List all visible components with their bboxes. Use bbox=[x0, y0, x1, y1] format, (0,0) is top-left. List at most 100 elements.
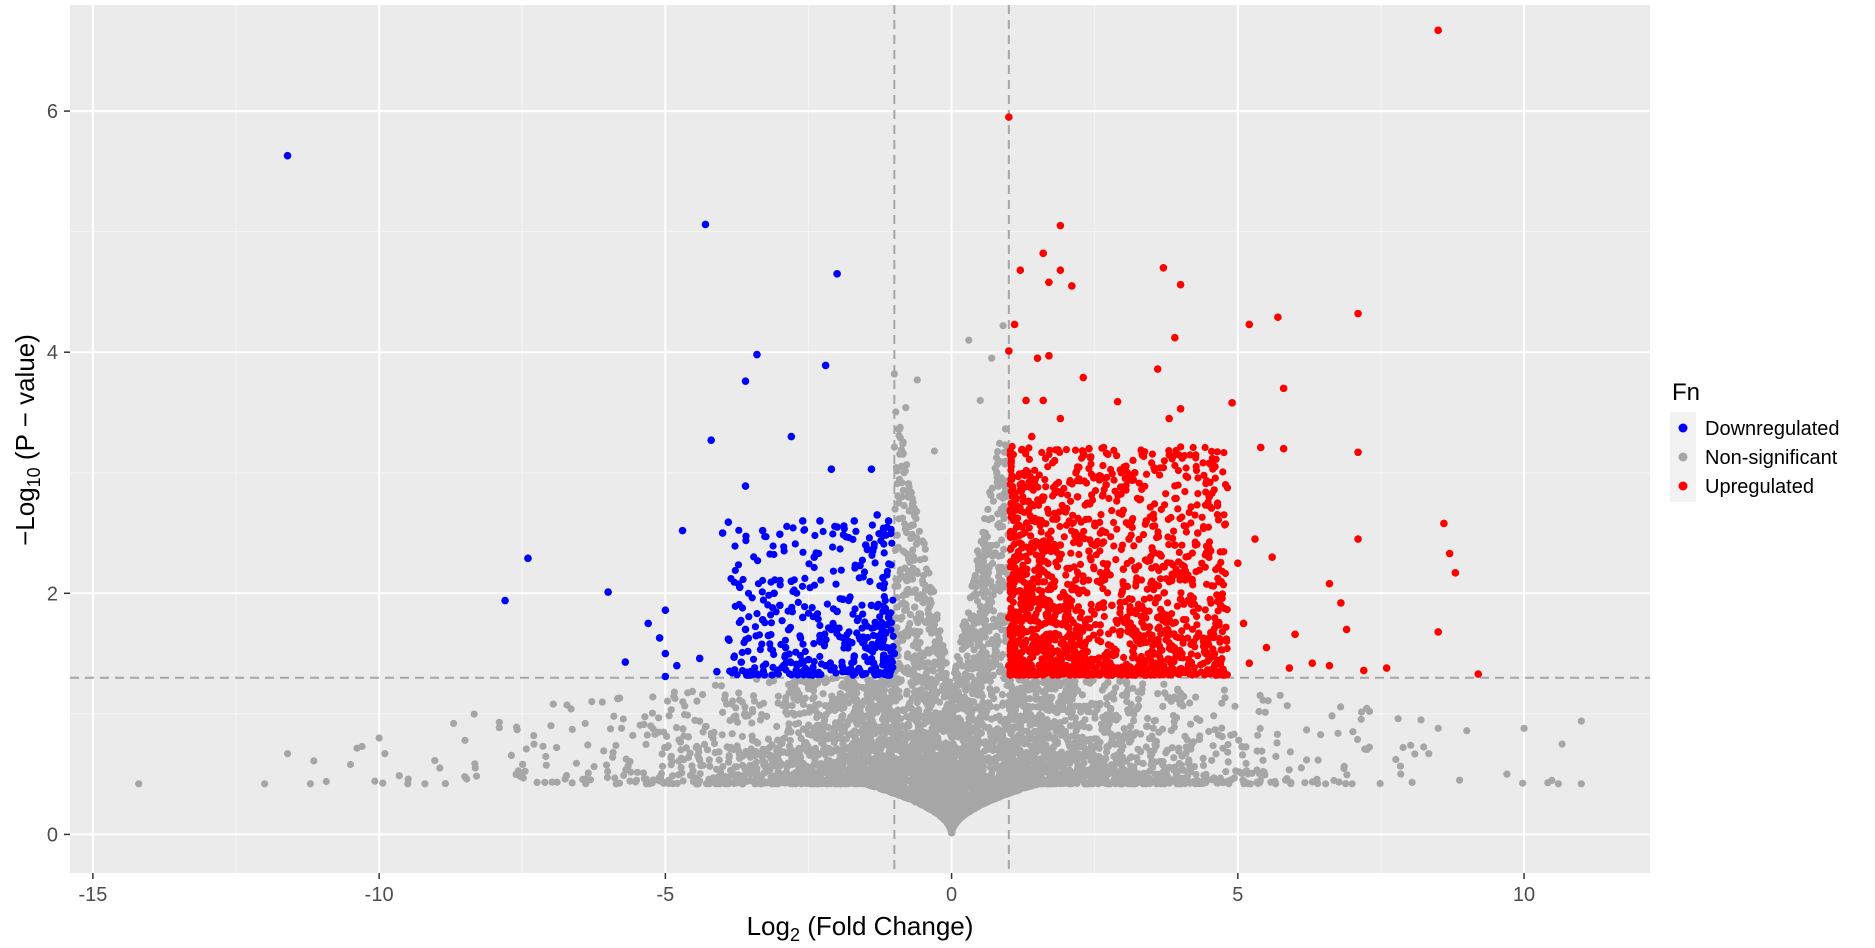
non-significant-point bbox=[947, 732, 955, 740]
non-significant-point bbox=[955, 660, 964, 669]
non-significant-point bbox=[1227, 731, 1235, 739]
non-significant-point bbox=[1065, 749, 1073, 758]
non-significant-point bbox=[921, 594, 929, 603]
non-significant-point bbox=[1287, 779, 1295, 787]
non-significant-point bbox=[701, 723, 710, 731]
non-significant-point bbox=[994, 725, 1002, 733]
non-significant-point bbox=[705, 756, 713, 764]
non-significant-point bbox=[1089, 676, 1097, 684]
non-significant-point bbox=[680, 756, 688, 764]
non-significant-point bbox=[930, 587, 938, 596]
non-significant-point bbox=[1456, 776, 1464, 784]
non-significant-point bbox=[1167, 727, 1175, 735]
non-significant-point bbox=[619, 715, 627, 723]
non-significant-point bbox=[512, 770, 520, 779]
non-significant-point bbox=[906, 522, 914, 531]
non-significant-point bbox=[1032, 695, 1040, 703]
non-significant-point bbox=[541, 778, 549, 787]
non-significant-point bbox=[783, 710, 791, 718]
non-significant-point bbox=[836, 690, 844, 698]
non-significant-point bbox=[890, 443, 899, 451]
non-significant-point bbox=[738, 732, 747, 741]
non-significant-point bbox=[986, 677, 994, 685]
non-significant-point bbox=[983, 572, 991, 580]
non-significant-point bbox=[725, 780, 733, 788]
non-significant-point bbox=[951, 665, 960, 674]
data-points bbox=[135, 26, 1585, 837]
non-significant-point bbox=[975, 772, 984, 780]
non-significant-point bbox=[1195, 735, 1203, 744]
non-significant-point bbox=[990, 615, 998, 623]
non-significant-point bbox=[705, 779, 713, 788]
non-significant-point bbox=[609, 753, 617, 761]
non-significant-point bbox=[1238, 751, 1247, 759]
non-significant-point bbox=[894, 730, 902, 738]
non-significant-point bbox=[906, 558, 914, 566]
non-significant-point bbox=[1109, 733, 1117, 741]
non-significant-point bbox=[894, 706, 902, 714]
non-significant-point bbox=[667, 706, 675, 714]
non-significant-point bbox=[961, 684, 969, 692]
non-significant-point bbox=[572, 759, 581, 767]
non-significant-point bbox=[1244, 770, 1252, 778]
non-significant-point bbox=[707, 732, 716, 740]
non-significant-point bbox=[825, 734, 833, 743]
non-significant-point bbox=[1000, 749, 1008, 757]
non-significant-point bbox=[641, 713, 649, 721]
non-significant-point bbox=[658, 750, 666, 758]
non-significant-point bbox=[686, 771, 695, 780]
non-significant-point bbox=[899, 547, 907, 555]
non-significant-point bbox=[989, 745, 997, 753]
non-significant-point bbox=[663, 697, 672, 705]
non-significant-point bbox=[963, 720, 972, 728]
non-significant-point bbox=[660, 728, 668, 736]
non-significant-point bbox=[688, 687, 697, 696]
non-significant-point bbox=[542, 752, 550, 761]
non-significant-point bbox=[807, 731, 815, 739]
non-significant-point bbox=[794, 719, 803, 727]
non-significant-point bbox=[979, 698, 987, 707]
non-significant-point bbox=[905, 749, 913, 757]
non-significant-point bbox=[893, 467, 901, 475]
non-significant-point bbox=[766, 765, 774, 773]
non-significant-point bbox=[1099, 713, 1107, 721]
non-significant-point bbox=[776, 779, 784, 787]
non-significant-point bbox=[548, 778, 556, 786]
non-significant-point bbox=[1026, 772, 1034, 780]
non-significant-point bbox=[969, 698, 978, 706]
non-significant-point bbox=[1116, 740, 1124, 748]
non-significant-point bbox=[1122, 777, 1130, 785]
non-significant-point bbox=[795, 729, 803, 737]
non-significant-point bbox=[1132, 778, 1140, 786]
non-significant-point bbox=[852, 776, 860, 784]
non-significant-point bbox=[795, 747, 804, 756]
non-significant-point bbox=[1154, 690, 1162, 698]
non-significant-point bbox=[797, 753, 805, 762]
non-significant-point bbox=[1242, 759, 1250, 768]
non-significant-point bbox=[567, 705, 575, 713]
non-significant-point bbox=[860, 780, 868, 788]
non-significant-point bbox=[1361, 745, 1369, 753]
non-significant-point bbox=[832, 745, 840, 754]
non-significant-point bbox=[1132, 729, 1140, 737]
non-significant-point bbox=[1411, 750, 1419, 758]
non-significant-point bbox=[938, 647, 946, 655]
non-significant-point bbox=[1152, 742, 1160, 750]
non-significant-point bbox=[993, 460, 1002, 468]
non-significant-point bbox=[672, 724, 681, 732]
non-significant-point bbox=[1081, 766, 1089, 774]
non-significant-point bbox=[1162, 768, 1170, 776]
non-significant-point bbox=[802, 678, 810, 686]
non-significant-point bbox=[909, 546, 917, 554]
non-significant-point bbox=[1047, 685, 1055, 693]
non-significant-point bbox=[629, 731, 637, 740]
non-significant-point bbox=[1175, 744, 1183, 752]
non-significant-point bbox=[735, 689, 743, 697]
non-significant-point bbox=[1353, 735, 1362, 744]
non-significant-point bbox=[975, 640, 984, 648]
non-significant-point bbox=[801, 694, 809, 702]
non-significant-point bbox=[949, 779, 957, 788]
non-significant-point bbox=[914, 705, 923, 714]
non-significant-point bbox=[726, 716, 734, 725]
non-significant-point bbox=[933, 611, 941, 619]
